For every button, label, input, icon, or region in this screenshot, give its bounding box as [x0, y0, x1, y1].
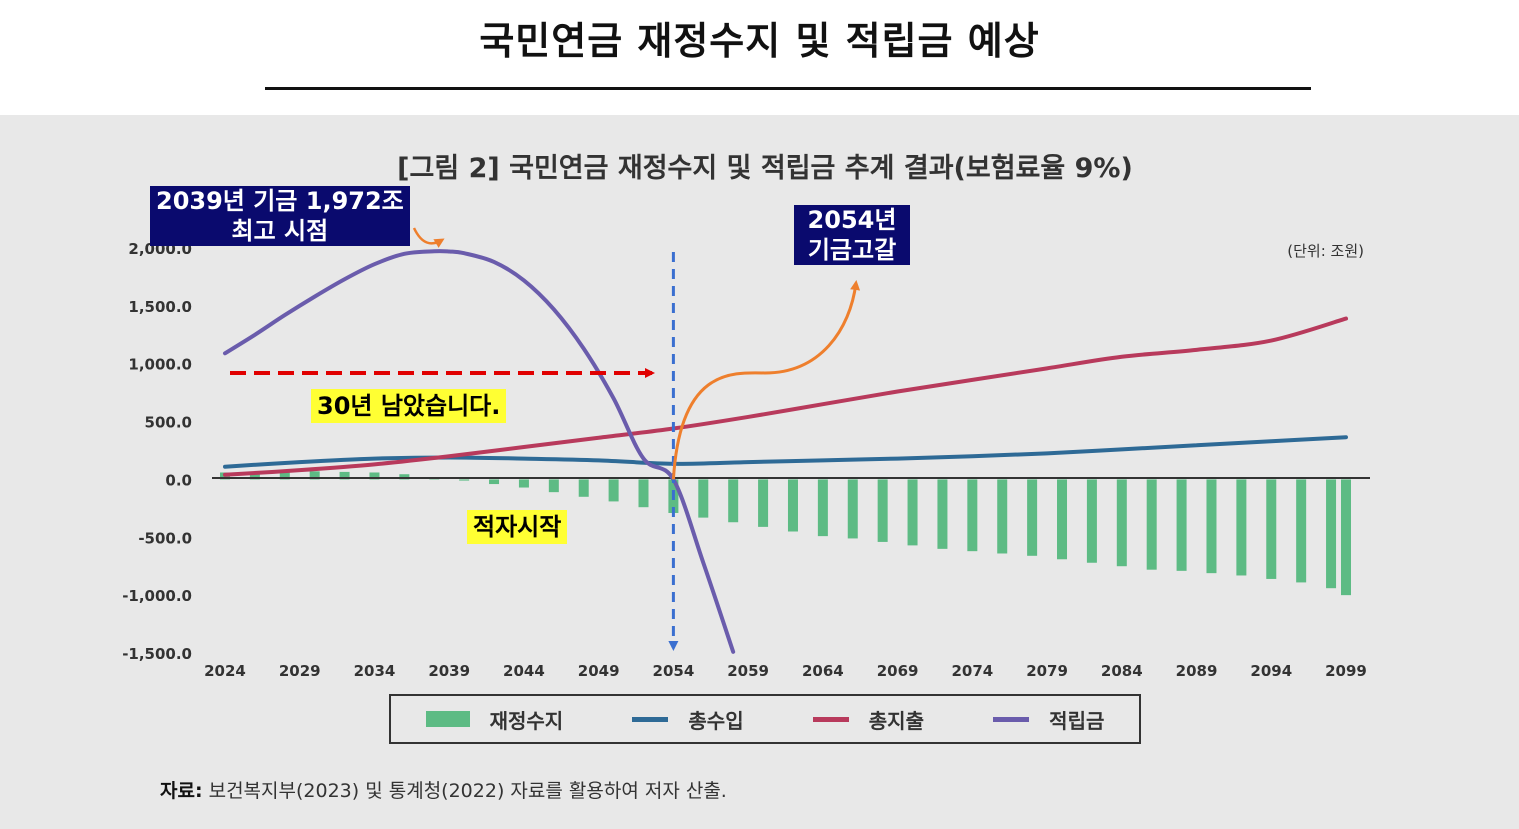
y-tick-label: -1,500.0 [122, 645, 192, 663]
balance-bar [997, 479, 1008, 554]
legend-swatch-revenue [632, 716, 669, 722]
x-tick-label: 2064 [802, 662, 844, 680]
depletion-annotation: 2054년 기금고갈 [794, 205, 910, 265]
legend-item-balance: 재정수지 [425, 705, 564, 734]
x-tick-label: 2024 [204, 662, 246, 680]
balance-bar [787, 479, 798, 532]
legend-label-revenue: 총수입 [688, 708, 744, 733]
y-tick-label: 500.0 [145, 414, 192, 432]
legend-swatch-expenditure [812, 716, 849, 722]
balance-bar [1116, 479, 1127, 567]
legend-item-expenditure: 총지출 [812, 705, 924, 734]
balance-bar [847, 479, 858, 539]
unit-label: (단위: 조원) [1287, 242, 1364, 260]
chart-title: [그림 2] 국민연금 재정수지 및 적립금 추계 결과(보험료율 9%) [397, 153, 1133, 184]
peak-annotation: 2039년 기금 1,972조 최고 시점 [150, 186, 410, 246]
source-note: 자료: 보건복지부(2023) 및 통계청(2022) 자료를 활용하여 저자 … [160, 776, 727, 803]
balance-bar [698, 479, 709, 518]
x-tick-label: 2099 [1325, 662, 1367, 680]
x-tick-label: 2044 [503, 662, 545, 680]
balance-bar [877, 479, 888, 542]
x-tick-label: 2029 [279, 662, 321, 680]
balance-bar [817, 479, 828, 537]
peak-arrow [412, 227, 445, 248]
peak-annotation-line1: 2039년 기금 1,972조 [156, 187, 404, 215]
legend-label-reserve: 적립금 [1049, 708, 1105, 733]
balance-bar [937, 479, 948, 549]
y-tick-label: -500.0 [138, 529, 192, 547]
balance-bar [728, 479, 739, 523]
x-tick-label: 2079 [1026, 662, 1068, 680]
source-text: 보건복지부(2023) 및 통계청(2022) 자료를 활용하여 저자 산출. [202, 780, 727, 802]
balance-bar [1296, 479, 1307, 583]
balance-bar [608, 479, 619, 502]
balance-bar [967, 479, 978, 552]
page-title: 국민연금 재정수지 및 적립금 예상 [479, 19, 1040, 63]
legend-swatch-reserve [993, 716, 1030, 722]
y-tick-label: 1,000.0 [128, 356, 192, 374]
x-tick-label: 2059 [727, 662, 769, 680]
x-tick-label: 2049 [578, 662, 620, 680]
legend-swatch-balance [425, 711, 470, 727]
balance-bar [279, 471, 290, 480]
x-tick-label: 2069 [877, 662, 919, 680]
legend-label-balance: 재정수지 [489, 708, 564, 733]
balance-bar [1326, 479, 1337, 589]
balance-bar [1057, 479, 1068, 560]
balance-bar [907, 479, 918, 546]
chart-legend: 재정수지 총수입 총지출 적립금 [389, 694, 1141, 744]
x-tick-label: 2089 [1176, 662, 1218, 680]
x-tick-label: 2054 [653, 662, 695, 680]
balance-bar [1341, 479, 1351, 596]
legend-item-reserve: 적립금 [993, 705, 1104, 734]
balance-bar [399, 474, 410, 480]
balance-bar [1027, 479, 1038, 556]
x-tick-label: 2084 [1101, 662, 1143, 680]
balance-bar [1176, 479, 1187, 571]
reserve-line [223, 249, 736, 654]
balance-bar [369, 472, 380, 480]
legend-item-revenue: 총수입 [632, 705, 744, 734]
y-tick-label: 1,500.0 [128, 298, 192, 316]
balance-bar [518, 479, 529, 488]
balance-bar [339, 471, 350, 480]
balance-bar [489, 479, 500, 485]
balance-bar [249, 471, 260, 480]
balance-bar [1086, 479, 1097, 563]
balance-bar [1236, 479, 1247, 576]
y-tick-label: -1,000.0 [122, 587, 192, 605]
balance-bar [309, 471, 320, 480]
balance-bar [459, 479, 470, 481]
revenue-line [223, 435, 1348, 469]
remaining-years-label: 30년 남았습니다. [311, 389, 507, 423]
balance-bar [578, 479, 589, 497]
x-tick-label: 2074 [951, 662, 993, 680]
depletion-annotation-line1: 2054년 [807, 206, 897, 234]
balance-bar [758, 479, 769, 527]
peak-annotation-line2: 최고 시점 [231, 217, 329, 245]
depletion-annotation-line2: 기금고갈 [807, 236, 897, 264]
source-label: 자료: [160, 780, 203, 802]
y-tick-label: 0.0 [165, 471, 192, 489]
balance-bar [1146, 479, 1157, 570]
x-tick-label: 2034 [354, 662, 396, 680]
x-tick-label: 2039 [428, 662, 470, 680]
title-divider [265, 87, 1311, 90]
legend-label-expenditure: 총지출 [868, 708, 924, 733]
depletion-arrow [671, 280, 861, 480]
balance-bar [548, 479, 559, 493]
x-tick-label: 2094 [1250, 662, 1292, 680]
balance-bar [1266, 479, 1277, 579]
balance-bar [1206, 479, 1217, 574]
expenditure-line [223, 316, 1348, 477]
deficit-start-label: 적자시작 [467, 510, 568, 544]
balance-bar [638, 479, 649, 508]
